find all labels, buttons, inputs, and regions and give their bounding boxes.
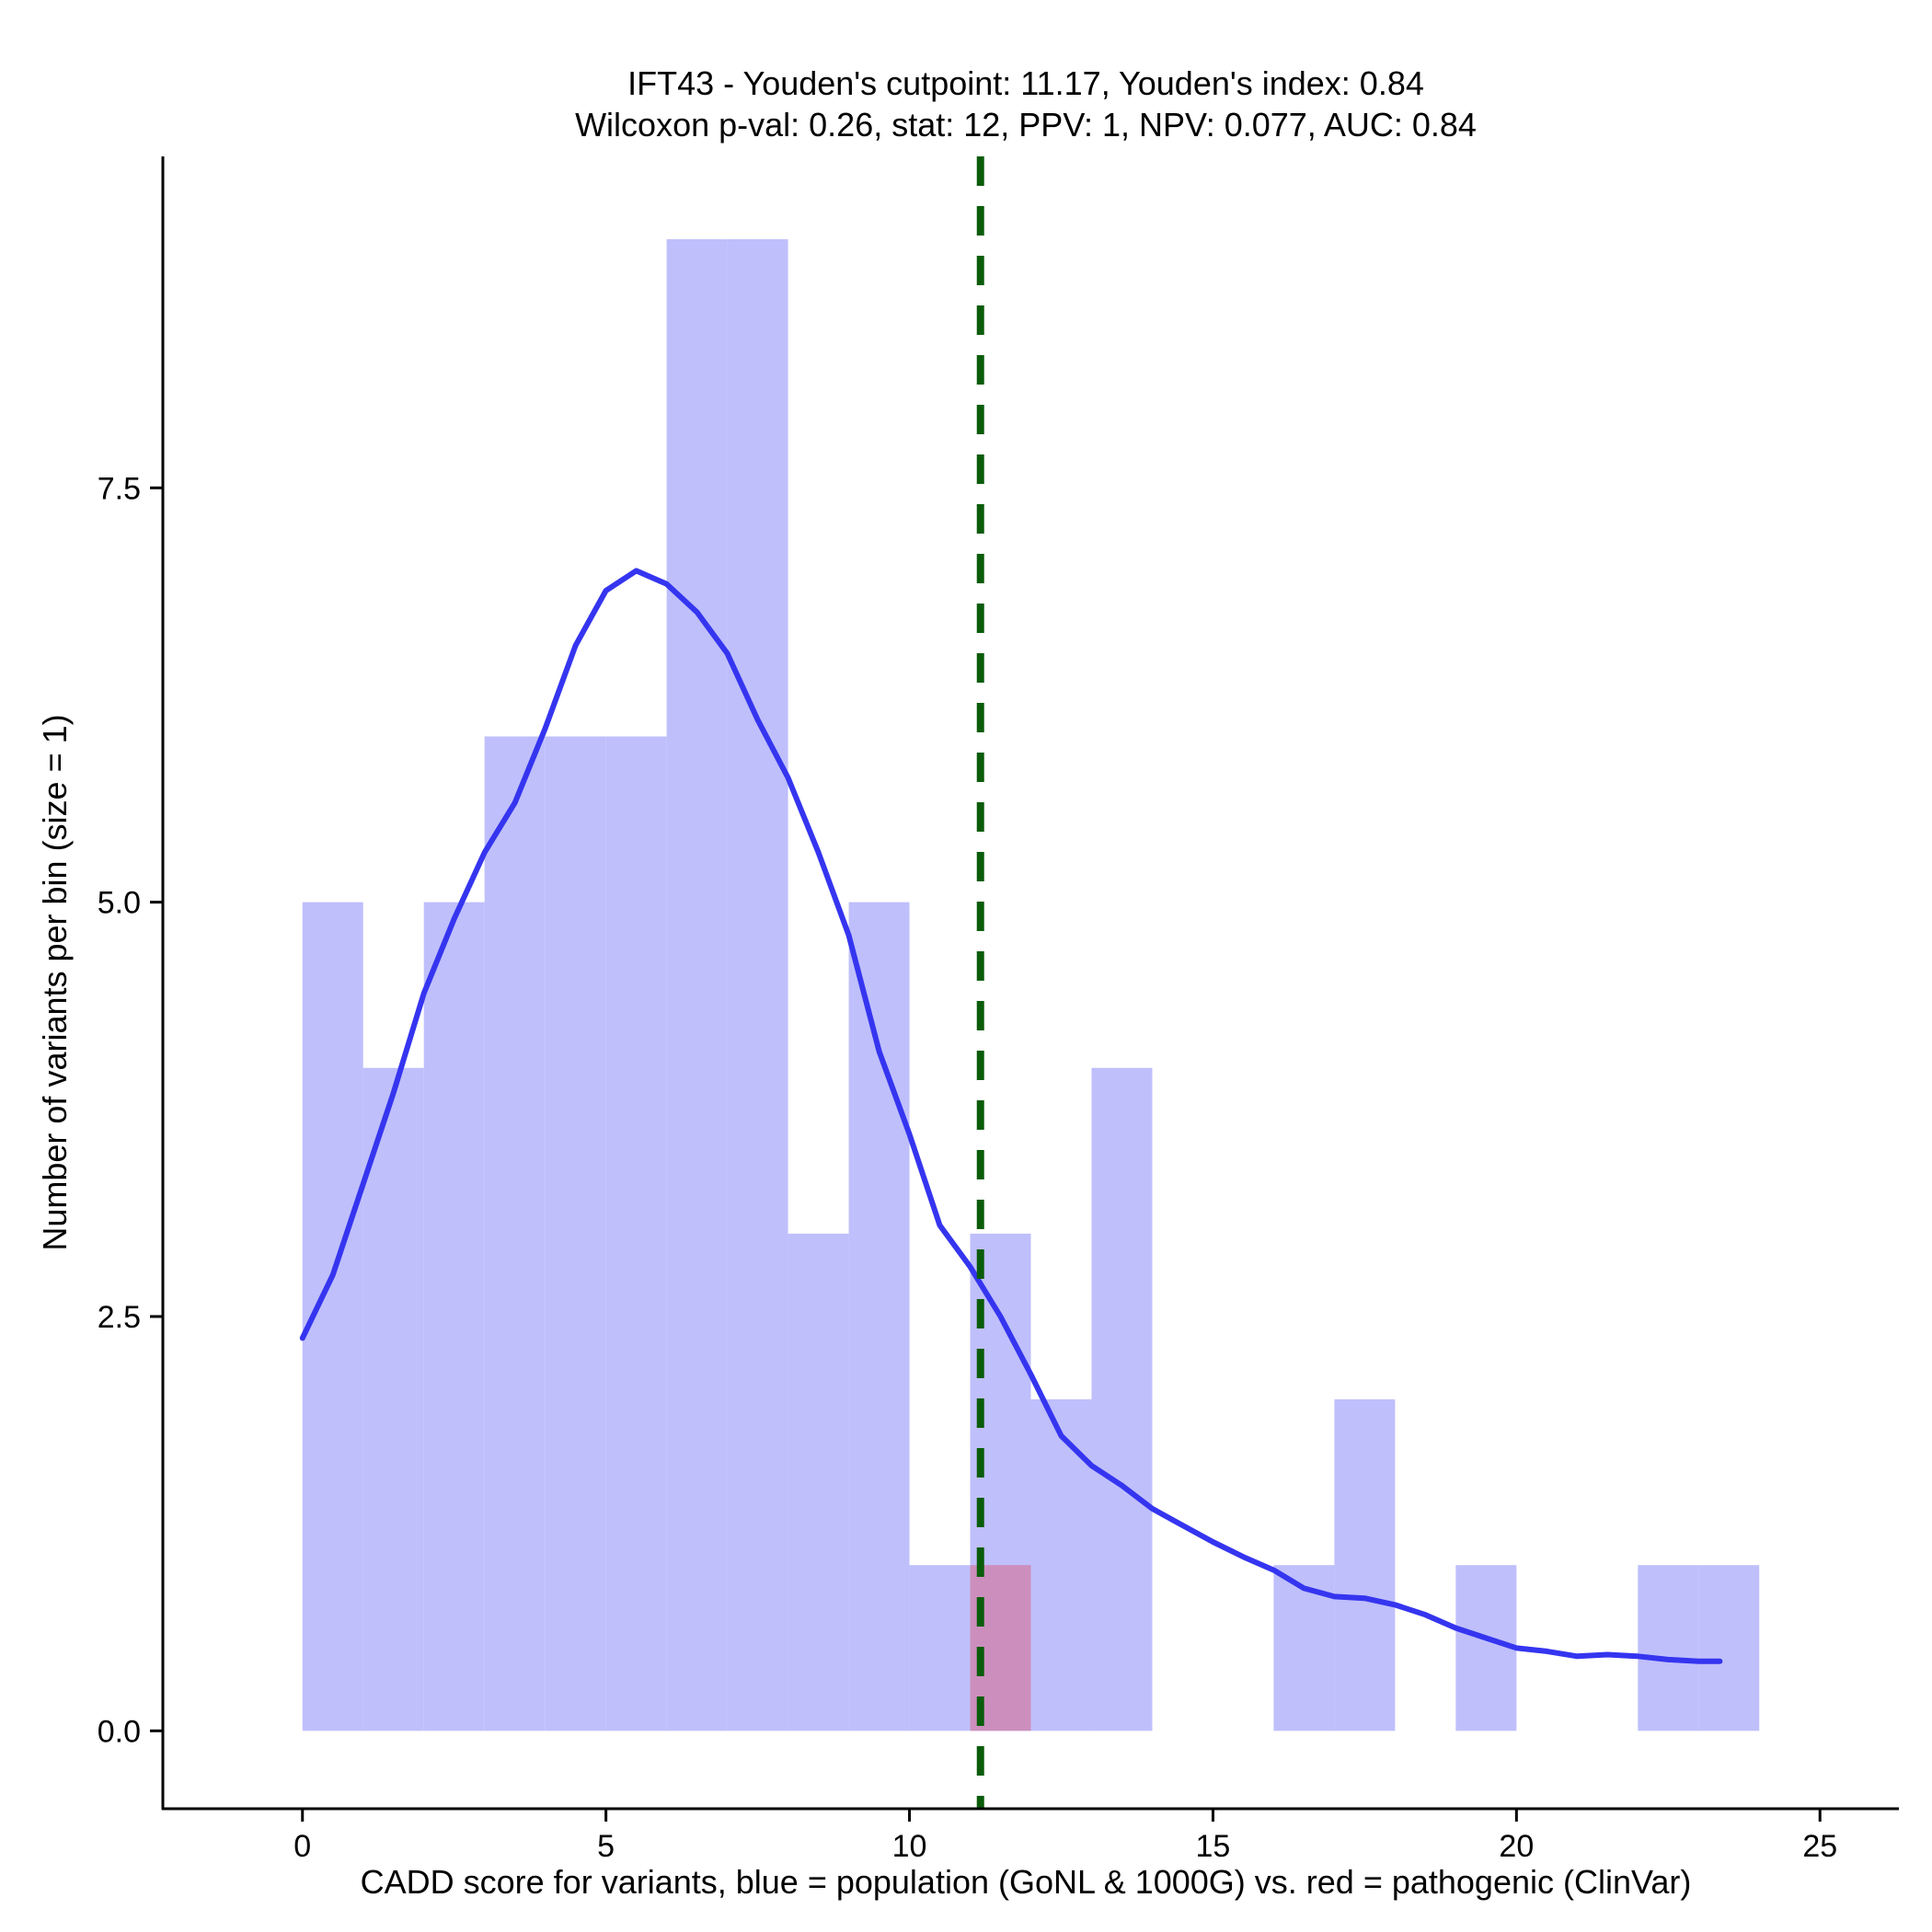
population-bar-13 (1091, 1067, 1153, 1731)
x-tick-label: 10 (892, 1829, 927, 1864)
density-curve (299, 568, 1723, 1664)
y-tick-label: 5.0 (98, 886, 141, 921)
population-bar-1 (362, 1067, 424, 1731)
population-bar-19 (1455, 1565, 1517, 1731)
population-bar-9 (848, 902, 910, 1731)
population-bar-4 (545, 736, 606, 1731)
x-axis-ticks: 0 5 10 15 20 25 (293, 1809, 1837, 1864)
population-bar-7 (727, 239, 788, 1731)
y-tick-label: 0.0 (98, 1714, 141, 1749)
y-axis-ticks: 0.0 2.5 5.0 7.5 (98, 471, 163, 1749)
histogram-bars (302, 239, 1760, 1731)
population-bar-5 (605, 736, 667, 1731)
x-tick-label: 5 (597, 1829, 615, 1864)
x-tick-label: 20 (1499, 1829, 1534, 1864)
population-bar-6 (666, 239, 728, 1731)
y-tick-label: 7.5 (98, 471, 141, 506)
x-tick-label: 0 (293, 1829, 311, 1864)
population-bar-22 (1638, 1565, 1699, 1731)
population-bar-2 (423, 902, 485, 1731)
population-bar-3 (484, 736, 546, 1731)
y-tick-label: 2.5 (98, 1300, 141, 1335)
population-bar-10 (909, 1565, 971, 1731)
population-bar-8 (788, 1233, 849, 1731)
y-axis-label: Number of variants per bin (size = 1) (36, 714, 74, 1250)
chart-subtitle: Wilcoxon p-val: 0.26, stat: 12, PPV: 1, … (575, 106, 1477, 144)
density-curve-layer (299, 568, 1723, 1664)
population-bar-23 (1698, 1565, 1760, 1731)
x-axis-label: CADD score for variants, blue = populati… (361, 1863, 1692, 1901)
population-bar-12 (1030, 1399, 1092, 1731)
x-tick-label: 25 (1802, 1829, 1837, 1864)
population-bar-17 (1334, 1399, 1396, 1731)
x-tick-label: 15 (1196, 1829, 1231, 1864)
chart-title: IFT43 - Youden's cutpoint: 11.17, Youden… (627, 64, 1424, 102)
